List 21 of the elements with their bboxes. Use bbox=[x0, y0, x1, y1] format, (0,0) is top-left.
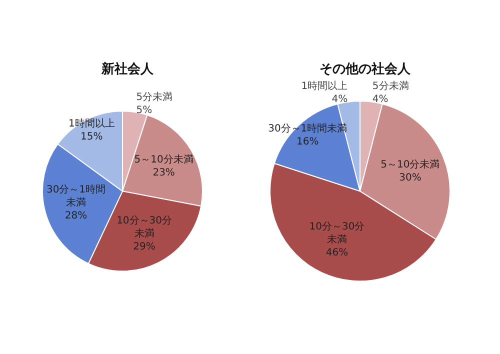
data-label: 5% bbox=[136, 105, 152, 116]
slice-label: 10分～30分未満 bbox=[116, 214, 172, 240]
data-label: 4% bbox=[372, 94, 388, 105]
slice-label: 5分未満 bbox=[372, 80, 409, 92]
chart-title: その他の社会人 bbox=[320, 61, 412, 77]
slice-label: 10分～30分未満 bbox=[309, 220, 365, 246]
data-label: 46% bbox=[326, 248, 348, 259]
data-label: 23% bbox=[152, 168, 175, 179]
slice-label: 5～10分未満 bbox=[134, 154, 194, 166]
data-label: 15% bbox=[80, 132, 103, 143]
data-label: 16% bbox=[296, 136, 319, 148]
slice-label: 1時間以上 bbox=[68, 118, 115, 130]
slice-label: 5分未満 bbox=[136, 91, 173, 104]
chart-title: 新社会人 bbox=[100, 61, 154, 77]
data-label: 30% bbox=[399, 172, 422, 184]
data-label: 28% bbox=[64, 210, 88, 222]
slice-label: 5～10分未満 bbox=[380, 158, 440, 170]
data-label: 29% bbox=[133, 241, 156, 252]
slice-label: 30分～1時間未満 bbox=[46, 184, 106, 209]
slice-label: 1時間以上 bbox=[301, 80, 348, 92]
data-label: 4% bbox=[332, 94, 348, 105]
